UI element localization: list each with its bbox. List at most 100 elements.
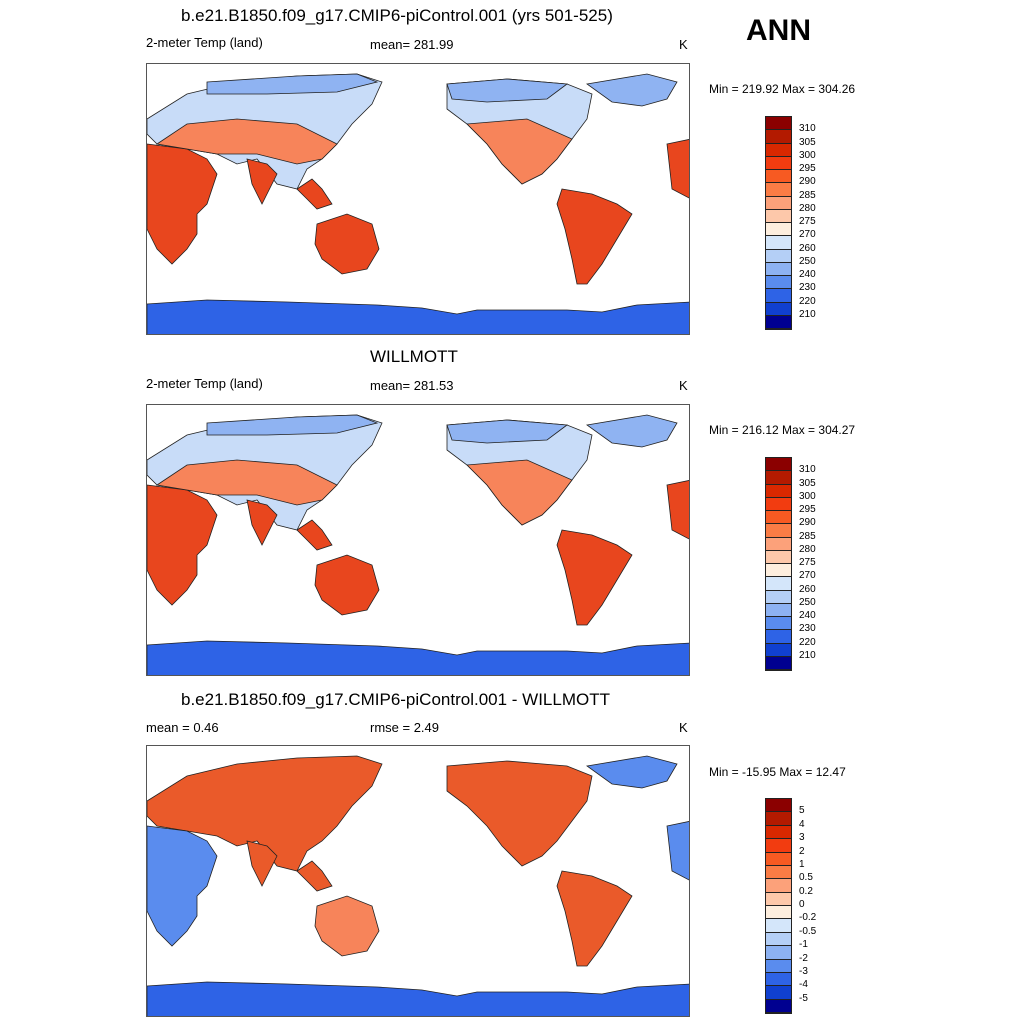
colorbar-tick-label: 305 — [799, 136, 816, 148]
eurasia-south-band — [155, 118, 338, 165]
westafrica-landmass — [666, 480, 689, 540]
australia-landmass — [314, 895, 380, 957]
panel2-map — [146, 404, 690, 676]
antarctica-landmass — [147, 299, 689, 334]
colorbar-swatch — [766, 117, 791, 131]
colorbar-tick-label: 3 — [799, 832, 805, 844]
panel3-mean-label: mean = 0.46 — [146, 720, 219, 735]
colorbar-swatch — [766, 799, 791, 813]
colorbar-tick-label: 210 — [799, 649, 816, 661]
panel3-colorbar: 5 4 3 2 1 0.5 0.2 0 -0.2 -0.5 -1 -2 -3 -4 -5 — [765, 798, 816, 1014]
india-landmass — [246, 499, 278, 546]
india-landmass — [246, 840, 278, 887]
arctic-canada-cold-band — [446, 78, 569, 103]
colorbar-tick-label: 5 — [799, 805, 805, 817]
colorbar-tick-label: 280 — [799, 202, 816, 214]
colorbar-tick-label: 0.2 — [799, 885, 813, 897]
season-label: ANN — [746, 14, 811, 47]
colorbar-swatch — [766, 564, 791, 578]
australia-landmass — [314, 554, 380, 616]
colorbar-tick-label: 310 — [799, 123, 816, 135]
siberia-cold-band — [206, 73, 379, 95]
panel2-colorbar: 310 305 300 295 290 285 280 275 270 260 250 240 230 2… — [765, 457, 816, 671]
colorbar-tick-label: 270 — [799, 570, 816, 582]
panel2-units-label: K — [679, 378, 688, 393]
colorbar-tick-label: 280 — [799, 543, 816, 555]
colorbar-swatch — [766, 617, 791, 631]
colorbar-tick-label: 290 — [799, 176, 816, 188]
colorbar-tick-label: 275 — [799, 557, 816, 568]
colorbar-swatch — [766, 262, 791, 276]
panel3-units-label: K — [679, 720, 688, 735]
colorbar-tick-label: 260 — [799, 583, 816, 595]
australia-landmass — [314, 213, 380, 275]
antarctica-landmass — [147, 981, 689, 1016]
colorbar-tick-label: 310 — [799, 464, 816, 476]
colorbar-swatch — [766, 932, 791, 947]
colorbar-swatch — [766, 892, 791, 906]
colorbar-tick-label: 295 — [799, 504, 816, 515]
colorbar-swatch — [766, 315, 791, 329]
colorbar-tick-label: 295 — [799, 163, 816, 174]
colorbar-tick-label: -0.2 — [799, 912, 817, 924]
colorbar-tick-label: -0.5 — [799, 925, 817, 937]
colorbar-tick-label: 250 — [799, 255, 816, 267]
colorbar-swatch — [766, 812, 791, 826]
india-landmass — [246, 158, 278, 205]
colorbar-swatch — [766, 603, 791, 617]
samerica-landmass — [556, 870, 633, 967]
colorbar-tick-label: 300 — [799, 149, 816, 161]
colorbar-swatch — [766, 906, 791, 920]
colorbar-swatch — [766, 972, 791, 987]
colorbar-swatch — [766, 497, 791, 511]
colorbar-swatch — [766, 236, 791, 250]
colorbar-swatch — [766, 209, 791, 223]
colorbar-swatch — [766, 524, 791, 538]
panel1-map — [146, 63, 690, 335]
colorbar-tick-label: 1 — [799, 858, 805, 870]
colorbar-tick-label: 305 — [799, 477, 816, 489]
samerica-landmass — [556, 529, 633, 626]
samerica-landmass — [556, 188, 633, 285]
panel2-mean-label: mean= 281.53 — [370, 378, 454, 393]
colorbar-tick-label: 230 — [799, 282, 816, 294]
africa-landmass — [147, 484, 218, 606]
colorbar-tick-label: -5 — [799, 992, 808, 1004]
colorbar-tick-label: 275 — [799, 216, 816, 227]
colorbar-swatch — [766, 959, 791, 973]
eurasia-landmass — [147, 755, 383, 872]
colorbar-tick-label: 285 — [799, 530, 816, 542]
colorbar-frame — [765, 798, 792, 1014]
colorbar-frame — [765, 457, 792, 671]
colorbar-tick-label: 290 — [799, 517, 816, 529]
colorbar-tick-label: 260 — [799, 242, 816, 254]
colorbar-frame — [765, 116, 792, 330]
colorbar-swatch — [766, 590, 791, 604]
colorbar-swatch — [766, 302, 791, 316]
colorbar-swatch — [766, 223, 791, 237]
panel3-difference-map — [146, 745, 690, 1017]
colorbar-swatch — [766, 130, 791, 144]
colorbar-swatch — [766, 919, 791, 933]
colorbar-swatch — [766, 550, 791, 564]
colorbar-swatch — [766, 839, 791, 853]
panel3-rmse-label: rmse = 2.49 — [370, 720, 440, 735]
greenland-landmass — [585, 755, 678, 789]
eurasia-south-band — [155, 459, 338, 506]
siberia-cold-band — [206, 414, 379, 436]
colorbar-swatch — [766, 577, 791, 591]
colorbar-swatch — [766, 630, 791, 644]
colorbar-swatch — [766, 471, 791, 485]
colorbar-swatch — [766, 458, 791, 472]
colorbar-swatch — [766, 999, 791, 1013]
colorbar-tick-label: -4 — [799, 979, 808, 991]
africa-landmass — [147, 825, 218, 947]
panel1-units-label: K — [679, 37, 688, 52]
panel3-minmax-label: Min = -15.95 Max = 12.47 — [709, 765, 846, 779]
colorbar-swatch — [766, 143, 791, 157]
colorbar-tick-label: 230 — [799, 623, 816, 635]
namerica-south-band — [466, 459, 573, 526]
colorbar-swatch — [766, 852, 791, 866]
colorbar-tick-label: 0 — [799, 899, 805, 910]
africa-landmass — [147, 143, 218, 265]
